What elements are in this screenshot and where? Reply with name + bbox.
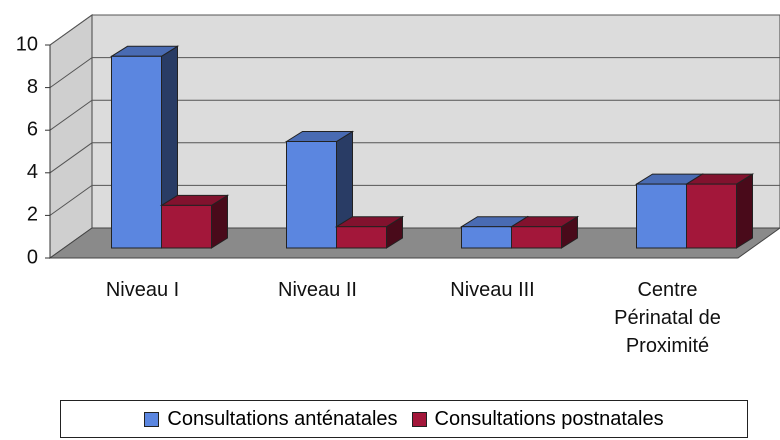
y-tick-label: 10 bbox=[16, 33, 38, 55]
grid-line bbox=[49, 57, 780, 89]
bar bbox=[509, 215, 580, 249]
grid-line bbox=[49, 99, 780, 131]
x-tick-label: Centre Périnatal de Proximité bbox=[614, 279, 721, 357]
grid-line bbox=[49, 184, 780, 216]
floor bbox=[48, 227, 780, 259]
bar-side bbox=[736, 173, 753, 249]
bar bbox=[684, 173, 755, 249]
side-wall bbox=[49, 14, 93, 259]
y-tick-label: 2 bbox=[27, 204, 38, 226]
bar bbox=[159, 194, 230, 249]
x-tick-label: Niveau II bbox=[278, 279, 357, 301]
x-tick-label: Niveau I bbox=[105, 279, 180, 301]
bar-front bbox=[636, 183, 687, 249]
x-tick-label: Niveau III bbox=[450, 279, 535, 301]
legend-item: Consultations anténatales bbox=[144, 407, 398, 431]
y-tick-label: 8 bbox=[27, 76, 38, 98]
y-tick-label: 0 bbox=[27, 246, 38, 268]
legend-label: Consultations postnatales bbox=[434, 407, 664, 430]
bar-front bbox=[286, 141, 337, 249]
bar-front bbox=[686, 183, 737, 249]
y-tick-label: 6 bbox=[27, 118, 38, 140]
bar-front bbox=[461, 226, 512, 249]
bar-front bbox=[336, 226, 387, 249]
legend-swatch bbox=[411, 411, 427, 427]
grid-line bbox=[49, 14, 780, 46]
legend-label: Consultations anténatales bbox=[167, 407, 398, 430]
legend-swatch bbox=[144, 411, 160, 427]
y-tick-label: 4 bbox=[27, 161, 38, 183]
legend: Consultations anténatales Consultations p… bbox=[60, 400, 748, 438]
bar-front bbox=[161, 204, 212, 249]
bar bbox=[284, 130, 355, 249]
grid-line bbox=[49, 142, 780, 174]
plot: 0 2 4 6 8 10 bbox=[16, 14, 780, 268]
legend-item: Consultations postnatales bbox=[411, 407, 664, 431]
bar-front bbox=[511, 226, 562, 249]
bar-front bbox=[111, 55, 162, 249]
bar bbox=[334, 215, 405, 249]
